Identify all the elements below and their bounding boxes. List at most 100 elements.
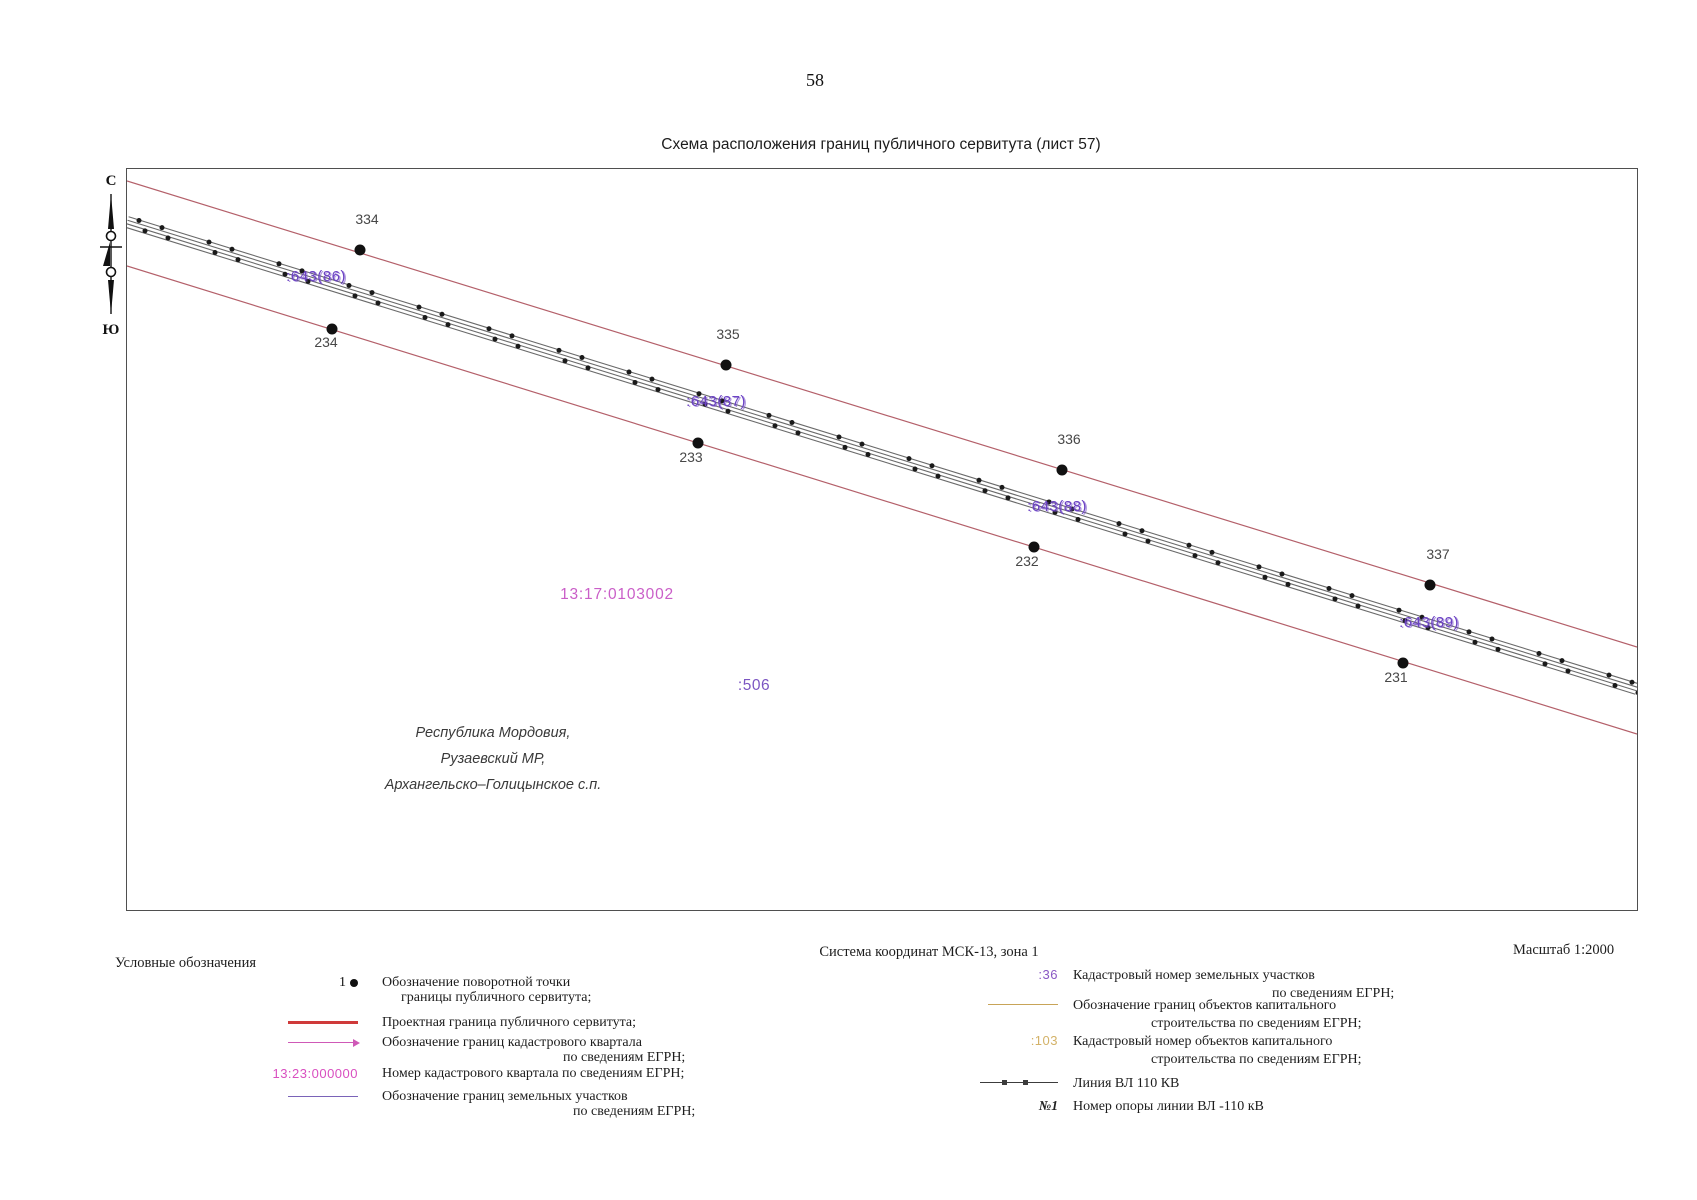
line-sample-icon [288,1020,358,1025]
power-tower-dot [1355,603,1361,609]
power-tower-dot [165,235,171,241]
legend-line-label: Линия ВЛ 110 КВ [1073,1076,1180,1091]
power-tower-dot [859,441,865,447]
power-tower-dot [1606,672,1612,678]
power-tower-dot [1186,542,1192,548]
legend-line-label: Обозначение границ кадастрового квартала [382,1035,642,1050]
legend-symbol-line [940,997,1058,1012]
legend-line-label: Обозначение поворотной точки [382,975,571,990]
legend-line-label: строительства по сведениям ЕГРН; [1151,1052,1362,1067]
power-line-wire [127,219,1637,688]
power-tower-dot [632,379,638,385]
legend-row: Линия ВЛ 110 КВ [1073,1075,1179,1093]
power-tower-dot [649,376,655,382]
line-sample-icon [988,1003,1058,1006]
power-tower-dot [719,398,725,404]
turning-point-label-231: 231 [1384,669,1408,685]
powerline-sample-icon [980,1079,1058,1086]
power-tower-dot [1122,531,1128,537]
power-tower-dot [1489,636,1495,642]
turning-point-dot-icon [350,978,358,987]
legend-row: Номер кадастрового квартала по сведениям… [382,1066,684,1081]
power-tower-dot [352,293,358,299]
power-tower-dot [1495,646,1501,652]
power-tower-dot [375,300,381,306]
power-tower-dot [1075,516,1081,522]
power-tower-dot [1565,668,1571,674]
power-tower-dot [999,484,1005,490]
power-tower-dot [772,423,778,429]
legend-header: Условные обозначения [115,955,256,971]
legend-line-label: Обозначение границ земельных участков [382,1089,628,1104]
power-tower-dot [1069,506,1075,512]
power-tower-dot [1536,650,1542,656]
line-sample-icon [288,1095,358,1098]
parcel-number-label: :506 [738,677,770,694]
parcel-contour-label: :643(87) [687,394,747,411]
legend-row: Номер опоры линии ВЛ -110 кВ [1073,1098,1264,1116]
power-tower-dot [1256,564,1262,570]
power-tower-dot [1542,661,1548,667]
turning-point-symbol-number: 1 [339,974,346,990]
page-number: 58 [806,70,824,90]
power-tower-dot [702,401,708,407]
location-text-line: Архангельско–Голицынское с.п. [384,777,602,793]
legend-symbol-cadastral-number: 13:23:000000 [255,1066,358,1081]
power-tower-dot [1285,581,1291,587]
power-tower-dot [1279,571,1285,577]
power-tower-dot [1145,538,1151,544]
power-tower-dot [795,430,801,436]
map-frame: 334 335 336 337 234 233 232 231:643(86):643(86)… [126,168,1638,911]
power-tower-dot [865,452,871,458]
power-tower-dot [585,365,591,371]
power-tower-dot [422,315,428,321]
power-tower-dot [369,290,375,296]
power-tower-dot [556,347,562,353]
power-tower-dot [1425,625,1431,631]
power-tower-dot [929,463,935,469]
power-tower-dot [282,271,288,277]
cadastral-number-sample: 13:23:000000 [272,1066,358,1081]
arrow-line-sample-icon [288,1038,360,1047]
cadastral-number-sample: :103 [1030,1033,1058,1048]
turning-point-label-334: 334 [355,211,379,227]
power-tower-dot [235,257,241,263]
power-tower-dot [1559,658,1565,664]
power-tower-dot [579,355,585,361]
power-tower-dot [486,326,492,332]
power-tower-dot [1419,614,1425,620]
legend-line-label: по сведениям ЕГРН; [563,1050,686,1065]
legend-line-label: по сведениям ЕГРН; [573,1104,696,1119]
parcel-contour-label: :643(87) [686,393,746,410]
turning-point-label-232: 232 [1015,553,1039,569]
legend-symbol-line [255,1089,358,1104]
turning-point-232 [1028,541,1040,553]
turning-point-336 [1056,464,1068,476]
servitude-boundary-line [127,180,1637,648]
legend-symbol-turning-point: 1 [255,975,358,990]
power-tower-dot [935,473,941,479]
legend-symbol-arrow-line [255,1035,360,1050]
legend-row: Обозначение границ кадастрового квартала… [382,1035,685,1065]
coordinate-system-label: Система координат МСК-13, зона 1 [819,944,1039,960]
location-text-line: Республика Мордовия, [416,725,571,741]
power-tower-dot [439,311,445,317]
power-tower-dot [696,391,702,397]
legend-row: Обозначение поворотной точки границы публ… [382,975,591,1005]
power-tower-dot [842,444,848,450]
power-tower-dot [346,282,352,288]
powerline-tower-dot-icon [1022,1079,1029,1086]
legend-line-label: Проектная граница публичного сервитута; [382,1015,637,1030]
power-tower-dot [229,246,235,252]
power-tower-dot [445,322,451,328]
power-tower-dot [276,261,282,267]
power-tower-dot [212,250,218,256]
arrowhead-icon [353,1038,360,1047]
scale-label: Масштаб 1:2000 [1513,942,1615,958]
compass-north-arrow: С Ю [100,173,122,338]
power-tower-dot [1046,499,1052,505]
power-tower-dot [136,218,142,224]
turning-point-label-234: 234 [314,334,338,350]
legend-symbol-tower-number: №1 [940,1098,1058,1113]
parcel-contour-label: :643(89) [1399,614,1459,631]
